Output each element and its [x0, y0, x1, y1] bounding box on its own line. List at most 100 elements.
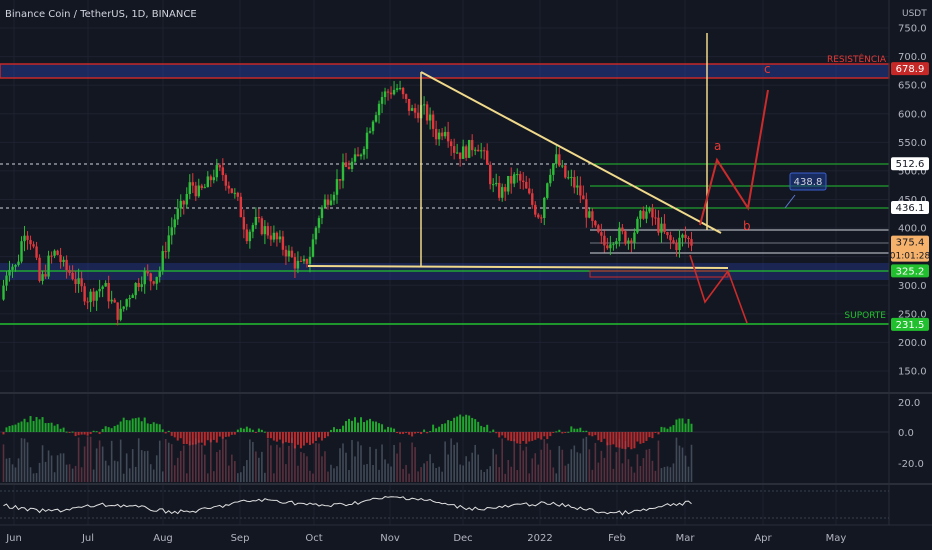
- histogram-bar: [254, 432, 257, 433]
- resistance-label: RESISTÊNCIA: [827, 53, 887, 65]
- histogram-bar: [2, 432, 5, 435]
- candle-body: [215, 165, 219, 178]
- volume-bar: [200, 444, 203, 482]
- volume-bar: [435, 467, 437, 482]
- volume-bar: [585, 436, 588, 482]
- candle-body: [29, 239, 32, 245]
- oscillator-line: [3, 496, 692, 516]
- volume-bar: [471, 452, 473, 482]
- histogram-bar: [537, 432, 540, 439]
- histogram-bar: [567, 431, 570, 433]
- candle-body: [89, 291, 92, 303]
- candle-body: [600, 232, 603, 236]
- histogram-bar: [561, 432, 564, 434]
- histogram-bar: [167, 430, 170, 432]
- candle-body: [200, 185, 203, 189]
- histogram-bar: [678, 418, 681, 432]
- histogram-bar: [579, 427, 582, 432]
- candle-body: [59, 254, 62, 263]
- volume-bar: [182, 445, 185, 482]
- candle-body: [113, 299, 116, 303]
- candle-body: [335, 179, 339, 195]
- histogram-bar: [137, 417, 140, 432]
- histogram-bar: [369, 418, 372, 432]
- candle-body: [206, 176, 209, 188]
- candle-body: [155, 276, 158, 284]
- candle-body: [374, 115, 378, 122]
- histogram-bar: [366, 420, 369, 432]
- candle-body: [344, 162, 348, 167]
- volume-bar: [447, 454, 449, 482]
- histogram-bar: [110, 428, 113, 432]
- histogram-bar: [684, 423, 687, 432]
- volume-bar: [276, 444, 278, 482]
- volume-bar: [273, 473, 275, 482]
- candle-body: [501, 187, 504, 198]
- histogram-bar: [11, 425, 14, 432]
- histogram-bar: [113, 425, 116, 432]
- histogram-bar: [627, 432, 630, 448]
- histogram-bar: [224, 432, 227, 437]
- volume-bar: [131, 449, 134, 482]
- volume-bar: [681, 447, 684, 482]
- volume-bar: [17, 458, 20, 482]
- volume-bar: [89, 436, 92, 482]
- volume-bar: [176, 457, 179, 482]
- price-tick-label: 700.0: [898, 52, 927, 63]
- candle-body: [434, 128, 438, 140]
- histogram-bar: [290, 432, 293, 443]
- histogram-bar: [203, 432, 206, 446]
- histogram-bar: [516, 432, 519, 444]
- volume-bar: [324, 451, 326, 482]
- histogram-bar: [423, 429, 426, 432]
- candle-body: [513, 174, 516, 184]
- volume-bar: [609, 444, 612, 482]
- volume-bar: [119, 439, 122, 482]
- candle-body: [401, 87, 405, 95]
- histogram-bar: [143, 417, 146, 432]
- candle-body: [519, 174, 522, 181]
- volume-bar: [197, 440, 200, 482]
- histogram-bar: [501, 432, 504, 436]
- candle-body: [672, 240, 675, 243]
- volume-bar: [687, 466, 690, 482]
- volume-bar: [633, 472, 636, 482]
- histogram-bar: [158, 424, 161, 432]
- candle-body: [522, 180, 525, 182]
- volume-bar: [522, 450, 525, 482]
- candle-body: [639, 210, 642, 219]
- candle-body: [185, 193, 188, 205]
- histogram-bar: [74, 432, 77, 437]
- candle-body: [425, 104, 429, 121]
- histogram-bar: [639, 432, 642, 444]
- candle-body: [350, 161, 354, 169]
- triangle-upper-trendline: [420, 71, 722, 234]
- candle-body: [332, 194, 336, 201]
- candle-body: [528, 188, 531, 194]
- histogram-bar: [498, 432, 501, 438]
- volume-bar: [534, 453, 537, 482]
- volume-bar: [555, 473, 558, 482]
- histogram-bar: [152, 422, 155, 432]
- candle-body: [486, 150, 489, 165]
- osc-tick-20: 20.0: [898, 398, 920, 409]
- histogram-bar: [284, 432, 287, 443]
- candle-body: [218, 165, 222, 168]
- volume-bar: [657, 440, 660, 482]
- candle-body: [209, 176, 213, 181]
- candle-body: [146, 270, 149, 274]
- candle-body: [236, 192, 240, 197]
- histogram-bar: [690, 423, 693, 432]
- price-badge: [891, 317, 929, 331]
- volume-bar: [291, 437, 293, 482]
- histogram-bar: [609, 432, 612, 445]
- candle-body: [230, 188, 234, 193]
- histogram-bar: [26, 422, 29, 432]
- candle-body: [137, 283, 140, 287]
- volume-bar: [264, 472, 266, 482]
- histogram-bar: [687, 418, 690, 432]
- histogram-bar: [122, 417, 125, 432]
- measure-label: 438.8: [794, 177, 823, 188]
- volume-bar: [360, 445, 362, 482]
- price-badge-label: 436.1: [896, 203, 925, 214]
